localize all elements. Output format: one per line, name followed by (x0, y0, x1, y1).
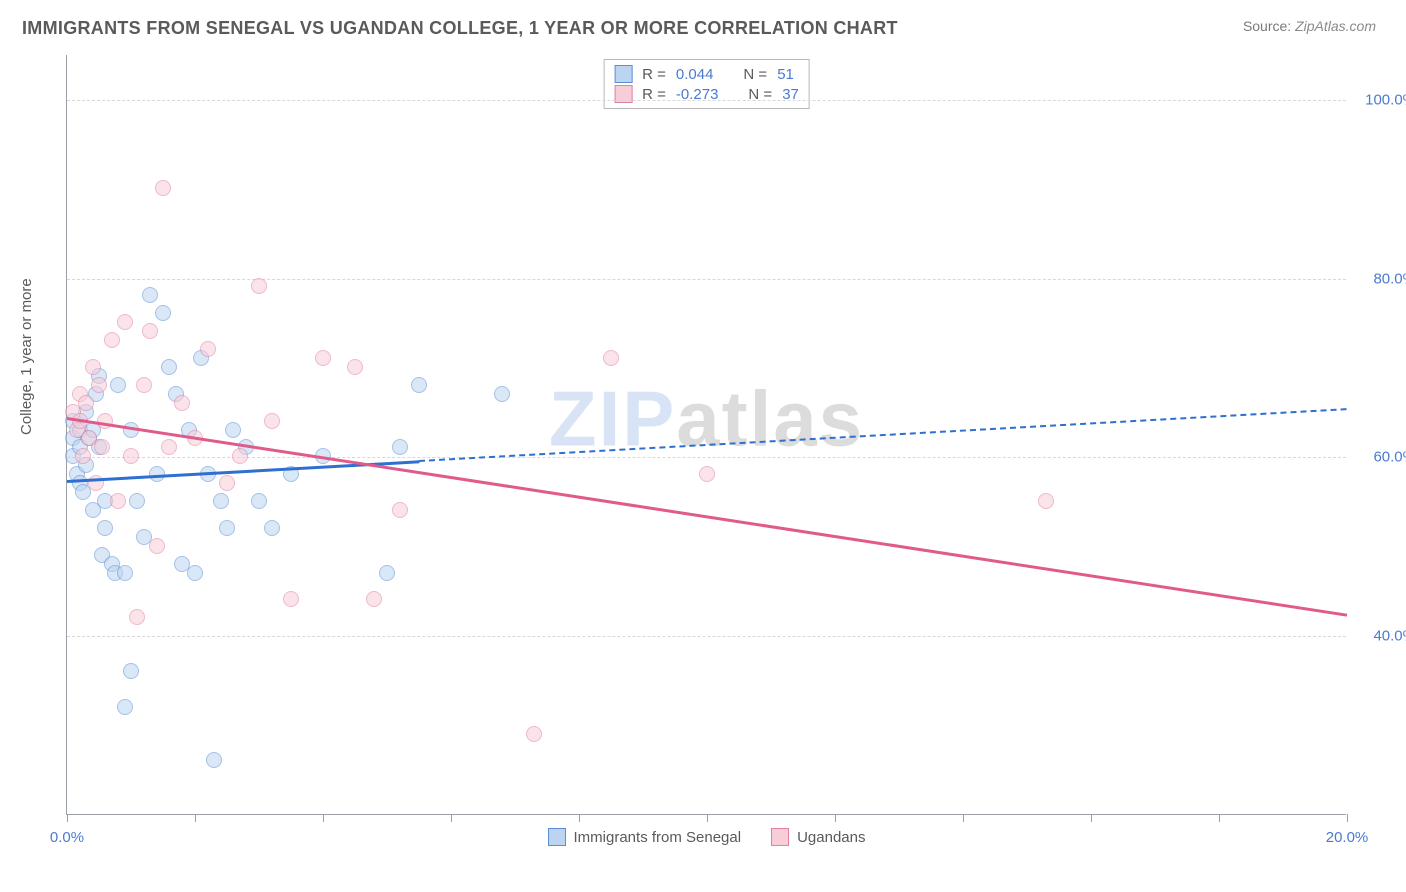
watermark-part-b: atlas (676, 375, 864, 463)
x-tick (579, 814, 580, 822)
data-point (123, 448, 139, 464)
y-tick-label: 60.0% (1356, 449, 1406, 466)
data-point (225, 422, 241, 438)
chart-container: College, 1 year or more ZIPatlas R = 0.0… (46, 55, 1386, 845)
x-tick (195, 814, 196, 822)
data-point (174, 395, 190, 411)
data-point (75, 448, 91, 464)
data-point (392, 502, 408, 518)
data-point (161, 359, 177, 375)
series-legend: Immigrants from Senegal Ugandans (548, 828, 866, 846)
data-point (206, 752, 222, 768)
y-tick-label: 100.0% (1356, 91, 1406, 108)
gridline (67, 636, 1346, 637)
data-point (379, 565, 395, 581)
x-tick (963, 814, 964, 822)
data-point (136, 377, 152, 393)
data-point (117, 565, 133, 581)
data-point (1038, 493, 1054, 509)
data-point (161, 439, 177, 455)
correlation-legend: R = 0.044 N = 51 R = -0.273 N = 37 (603, 59, 810, 109)
swatch-series-1 (771, 828, 789, 846)
data-point (347, 359, 363, 375)
y-tick-label: 80.0% (1356, 270, 1406, 287)
data-point (155, 180, 171, 196)
data-point (219, 520, 235, 536)
data-point (251, 278, 267, 294)
data-point (213, 493, 229, 509)
x-tick (451, 814, 452, 822)
x-tick (1219, 814, 1220, 822)
data-point (142, 287, 158, 303)
data-point (264, 520, 280, 536)
chart-title: IMMIGRANTS FROM SENEGAL VS UGANDAN COLLE… (22, 18, 898, 39)
x-tick-label: 20.0% (1326, 829, 1369, 846)
data-point (94, 439, 110, 455)
data-point (251, 493, 267, 509)
data-point (97, 520, 113, 536)
x-tick (1347, 814, 1348, 822)
legend-row-series-0: R = 0.044 N = 51 (614, 64, 799, 84)
y-tick-label: 40.0% (1356, 628, 1406, 645)
data-point (699, 466, 715, 482)
data-point (129, 493, 145, 509)
legend-item-1: Ugandans (771, 828, 865, 846)
y-axis-label: College, 1 year or more (18, 278, 35, 435)
x-tick (707, 814, 708, 822)
trend-line (67, 417, 1347, 617)
data-point (411, 377, 427, 393)
data-point (142, 323, 158, 339)
data-point (603, 350, 619, 366)
x-tick (323, 814, 324, 822)
source-attribution: Source: ZipAtlas.com (1243, 18, 1376, 34)
gridline (67, 457, 1346, 458)
data-point (78, 395, 94, 411)
data-point (117, 314, 133, 330)
data-point (155, 305, 171, 321)
legend-row-series-1: R = -0.273 N = 37 (614, 84, 799, 104)
data-point (219, 475, 235, 491)
x-tick-label: 0.0% (50, 829, 84, 846)
data-point (110, 493, 126, 509)
x-tick (67, 814, 68, 822)
r-value-0: 0.044 (676, 66, 714, 83)
data-point (526, 726, 542, 742)
swatch-series-0 (614, 65, 632, 83)
data-point (187, 565, 203, 581)
data-point (110, 377, 126, 393)
data-point (232, 448, 248, 464)
plot-area: ZIPatlas R = 0.044 N = 51 R = -0.273 N =… (66, 55, 1346, 815)
x-tick (1091, 814, 1092, 822)
trend-line (419, 408, 1347, 462)
data-point (104, 332, 120, 348)
swatch-series-0 (548, 828, 566, 846)
data-point (129, 609, 145, 625)
n-value-0: 51 (777, 66, 794, 83)
r-label: R = (642, 66, 666, 83)
series-name-0: Immigrants from Senegal (574, 829, 742, 846)
gridline (67, 100, 1346, 101)
source-prefix: Source: (1243, 18, 1295, 34)
data-point (366, 591, 382, 607)
data-point (315, 350, 331, 366)
data-point (264, 413, 280, 429)
data-point (123, 663, 139, 679)
data-point (149, 538, 165, 554)
series-name-1: Ugandans (797, 829, 865, 846)
data-point (117, 699, 133, 715)
source-name: ZipAtlas.com (1295, 18, 1376, 34)
data-point (494, 386, 510, 402)
data-point (283, 591, 299, 607)
data-point (200, 341, 216, 357)
x-tick (835, 814, 836, 822)
data-point (91, 377, 107, 393)
n-label: N = (743, 66, 767, 83)
data-point (392, 439, 408, 455)
legend-item-0: Immigrants from Senegal (548, 828, 742, 846)
data-point (85, 359, 101, 375)
